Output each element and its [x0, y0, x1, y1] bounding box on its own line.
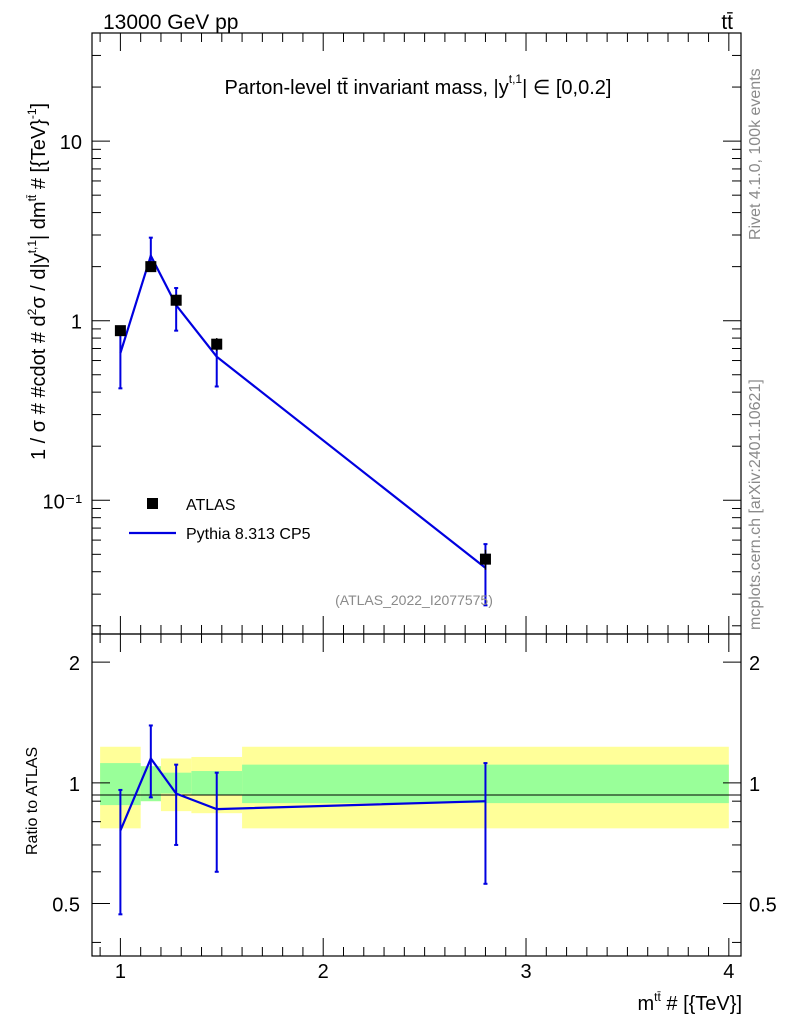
ratio-tick-label-right: 2 [749, 653, 760, 675]
x-tick-label: 3 [520, 961, 531, 983]
y-tick-label: 10 [60, 132, 82, 154]
legend-atlas-label: ATLAS [186, 497, 236, 514]
ylabel-part2: σ / d|y [28, 253, 50, 308]
uncertainty-bands-ratio [100, 746, 729, 829]
data-point [145, 261, 157, 273]
ratio-tick-label-right: 0.5 [749, 895, 777, 917]
xlabel-m: m [637, 993, 654, 1015]
header-energy: 13000 GeV pp [103, 11, 238, 34]
data-point [479, 553, 491, 565]
ylabel-sup-tt: tt̄ [25, 194, 39, 201]
ylabel-part5: ] [28, 103, 50, 109]
ylabel-sup2: 2 [25, 308, 39, 315]
tick-labels: 10 1 10⁻¹ 2 2 1 1 0.5 0.5 1 2 3 4 [43, 132, 777, 983]
ylabel-part4: # [{TeV} [28, 119, 50, 195]
title-range: | ∈ [0,0.2] [522, 77, 611, 99]
title-main: Parton-level t [225, 77, 343, 99]
ratio-tick-label-right: 1 [749, 774, 760, 796]
main-frame [91, 32, 742, 635]
data-series-top [114, 261, 491, 570]
ratio-tick-label-left: 2 [69, 653, 80, 675]
ratio-tick-label-left: 1 [69, 774, 80, 796]
legend-mc-label: Pythia 8.313 CP5 [186, 526, 311, 543]
ratio-tick-label-left: 0.5 [52, 895, 80, 917]
x-tick-label: 4 [723, 961, 734, 983]
analysis-watermark: (ATLAS_2022_I2077575) [335, 592, 493, 608]
ratio-frame [91, 633, 742, 957]
x-tick-label: 2 [318, 961, 329, 983]
data-point [170, 294, 182, 306]
ylabel-sup-t1: t,1 [25, 240, 39, 254]
x-tick-label: 1 [115, 961, 126, 983]
data-point [211, 338, 223, 350]
ylabel-sup-m1: -1 [25, 108, 39, 119]
rivet-label: Rivet 4.1.0, 100k events [747, 68, 764, 240]
y-tick-label: 10⁻¹ [43, 491, 83, 513]
y-axis-label: 1 / σ # #cdot # d2σ / d|yt,1| dmtt̄ # [{… [25, 103, 50, 460]
mc-series-top [118, 236, 488, 607]
legend-atlas-marker [147, 498, 158, 509]
data-point [114, 325, 126, 337]
mc-series-ratio [118, 724, 488, 916]
plot-title: Parton-level tt̄ invariant mass, |yt,1| … [225, 72, 612, 99]
mcplots-label: mcplots.cern.ch [arXiv:2401.10621] [747, 379, 764, 630]
xlabel-sup: tt̄ [654, 990, 661, 1004]
ratio-axis-ticks [92, 634, 741, 956]
header-process: tt̄ [721, 11, 733, 34]
title-rest: invariant mass, |y [348, 77, 509, 99]
top-axis-ticks [92, 32, 741, 634]
ylabel-part1: 1 / σ # #cdot # d [28, 315, 50, 460]
x-axis-label: mtt̄ # [{TeV}] [637, 990, 742, 1015]
xlabel-unit: # [{TeV}] [661, 993, 742, 1015]
ylabel-part3: | dm [28, 201, 50, 240]
title-tbar: t̄ [342, 77, 348, 99]
title-sup: t,1 [509, 72, 523, 86]
y-tick-label: 1 [71, 312, 82, 334]
ratio-axis-label: Ratio to ATLAS [24, 747, 41, 855]
